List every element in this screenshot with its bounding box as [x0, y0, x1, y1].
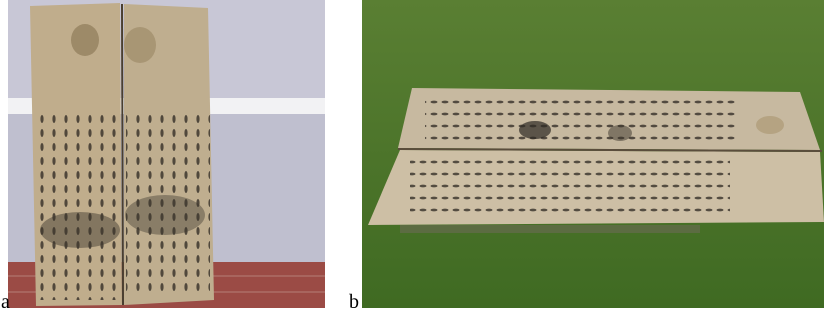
photo-a — [8, 0, 325, 308]
panel-label: b — [349, 292, 359, 312]
figure: a b — [0, 0, 824, 315]
panel-label: a — [1, 292, 10, 312]
photo-b — [362, 0, 824, 308]
photos — [0, 0, 824, 315]
